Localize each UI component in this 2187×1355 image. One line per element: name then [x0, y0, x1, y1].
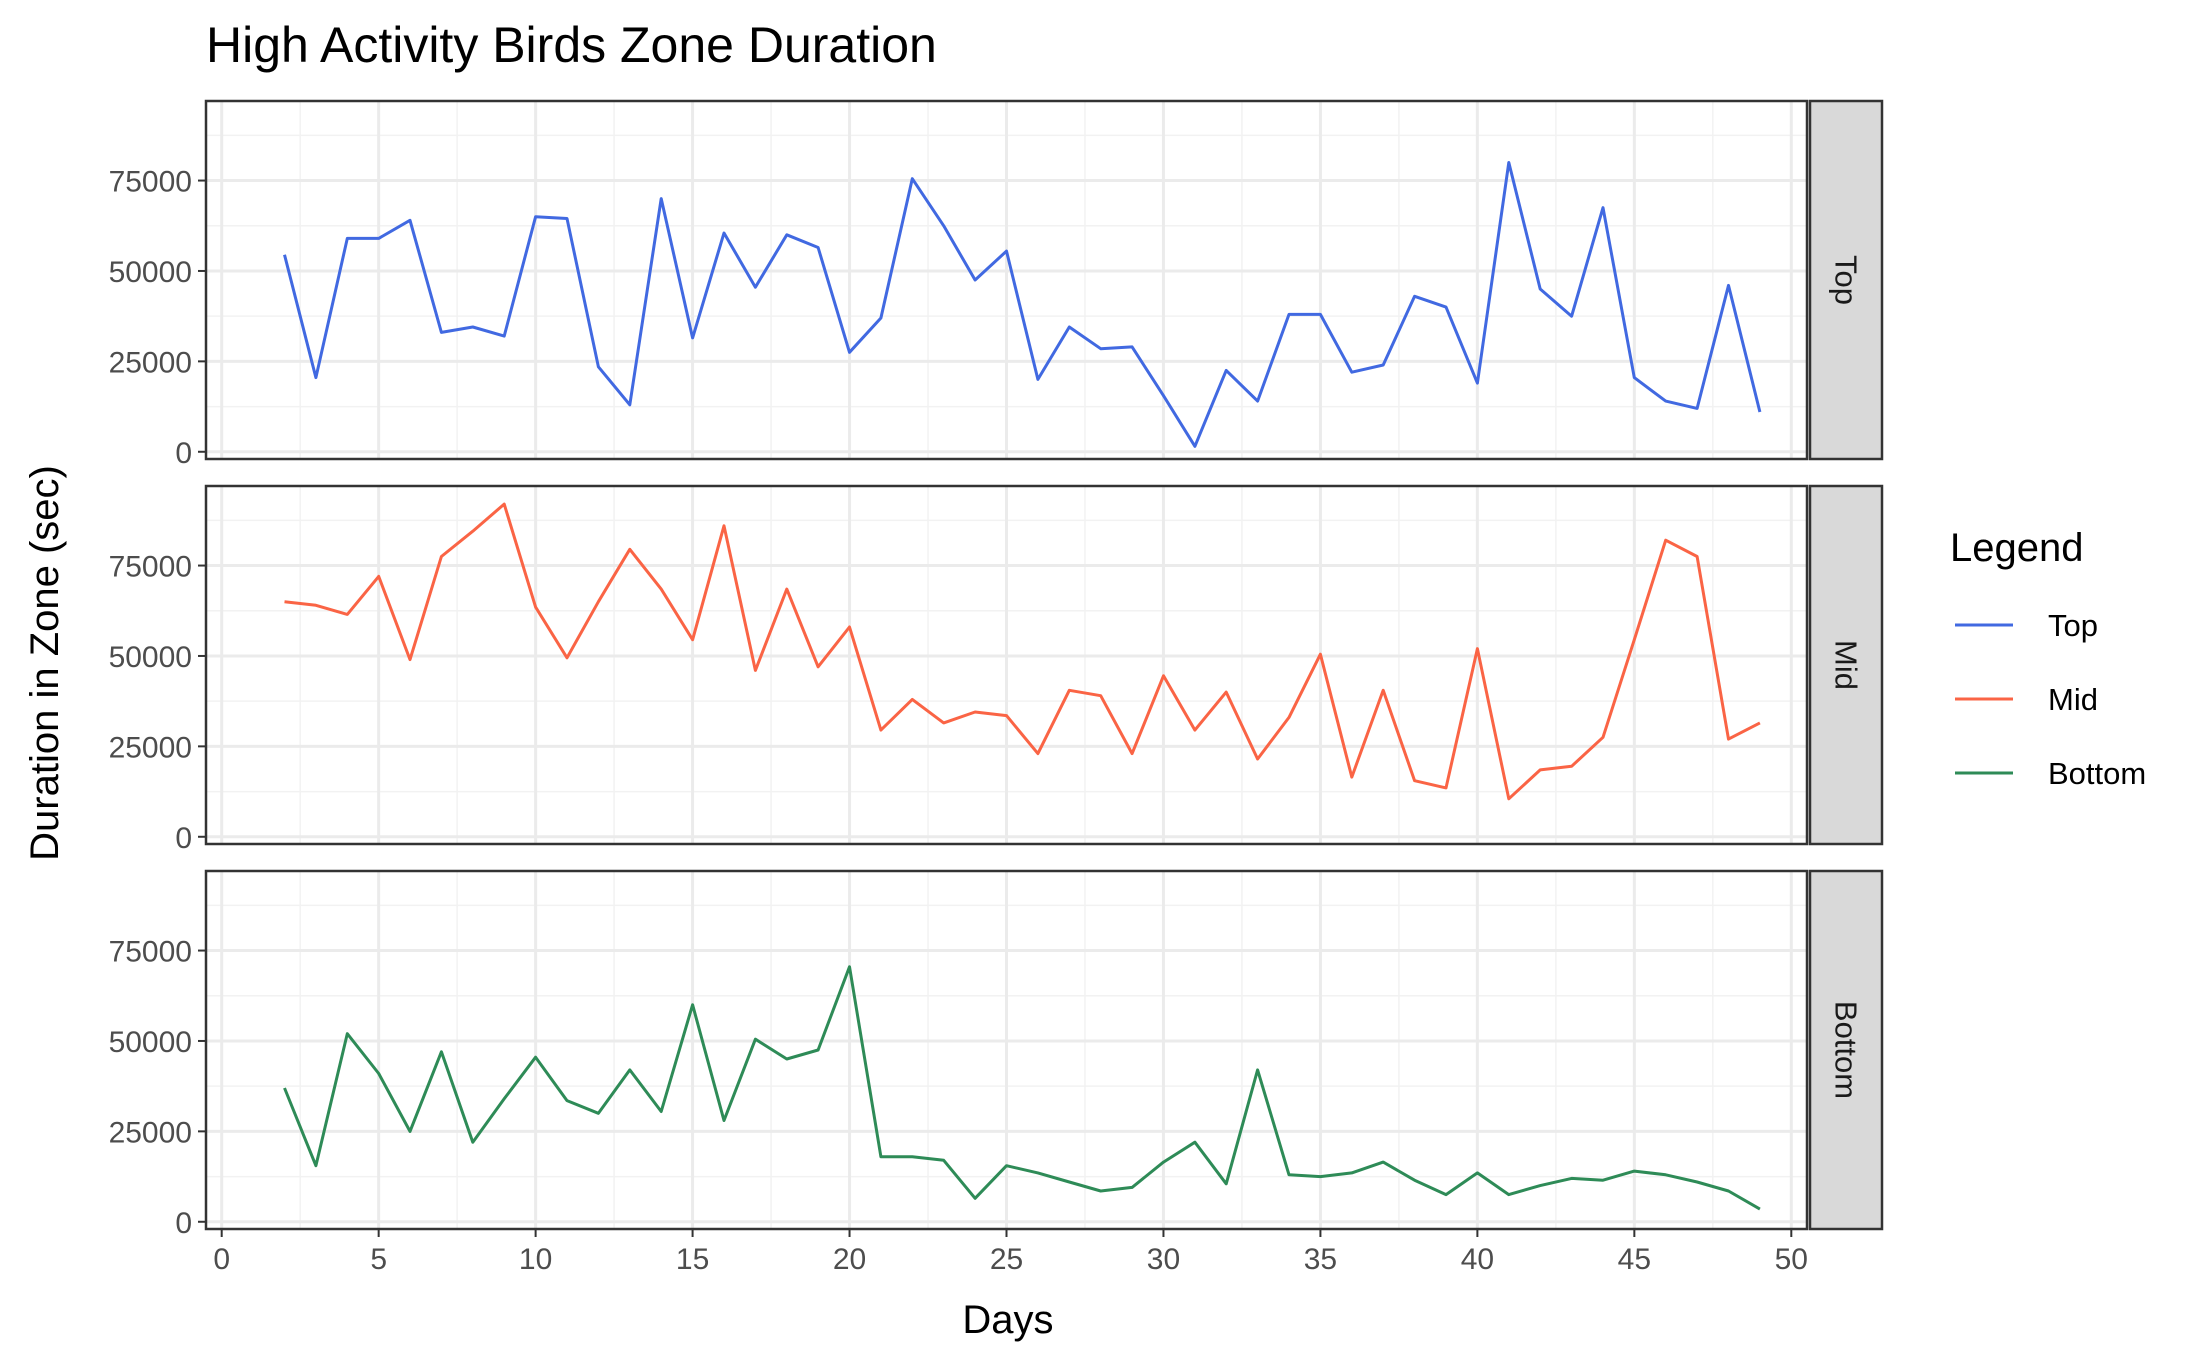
x-tick-label: 25 [990, 1243, 1023, 1276]
legend: Legend Top Mid Bottom [1950, 526, 2146, 791]
legend-label: Bottom [2048, 756, 2146, 791]
y-tick-label: 0 [175, 822, 192, 855]
x-axis: 0 5 10 15 20 25 30 35 40 45 50 [213, 1229, 1808, 1276]
y-axis-title: Duration in Zone (sec) [23, 465, 67, 861]
y-tick-label: 0 [175, 1207, 192, 1240]
y-tick-label: 0 [175, 437, 192, 470]
facet-panel-top: 0 25000 50000 75000 Top [109, 99, 1884, 470]
facet-strip-label: Top [1829, 255, 1864, 305]
x-axis-title: Days [962, 1298, 1053, 1342]
y-tick-label: 75000 [109, 551, 192, 584]
x-tick-label: 50 [1775, 1243, 1808, 1276]
series-line-mid [284, 502, 1761, 801]
facet-panel-mid: 0 25000 50000 75000 Mid [109, 484, 1884, 855]
x-tick-label: 15 [676, 1243, 709, 1276]
facet-strip-label: Mid [1829, 640, 1864, 690]
legend-title: Legend [1950, 526, 2083, 570]
legend-item-mid: Mid [1955, 682, 2098, 717]
legend-item-top: Top [1955, 608, 2098, 643]
y-tick-label: 50000 [109, 1026, 192, 1059]
y-tick-label: 50000 [109, 641, 192, 674]
x-tick-label: 0 [213, 1243, 230, 1276]
facet-strip [1808, 869, 1884, 1231]
y-tick-label: 25000 [109, 346, 192, 379]
x-tick-label: 35 [1304, 1243, 1337, 1276]
facet-panel-bottom: 0 25000 50000 75000 Bottom [109, 869, 1884, 1240]
legend-item-bottom: Bottom [1955, 756, 2146, 791]
chart-title: High Activity Birds Zone Duration [206, 17, 937, 73]
facet-strip-label: Bottom [1829, 1001, 1864, 1099]
series-line-top [283, 161, 1762, 448]
panel-border [204, 99, 1809, 461]
x-tick-label: 20 [833, 1243, 866, 1276]
panel-border [204, 484, 1809, 846]
x-tick-label: 30 [1147, 1243, 1180, 1276]
legend-label: Mid [2048, 682, 2098, 717]
x-tick-label: 45 [1618, 1243, 1651, 1276]
series-line-bottom [283, 965, 1761, 1211]
legend-label: Top [2048, 608, 2098, 643]
y-tick-label: 75000 [109, 936, 192, 969]
x-tick-label: 40 [1461, 1243, 1494, 1276]
y-tick-label: 75000 [109, 166, 192, 199]
y-tick-label: 50000 [109, 256, 192, 289]
facet-strip [1808, 99, 1884, 461]
facet-panels: 0 25000 50000 75000 Top 0 25000 50000 75000 Mid 0 2… [109, 99, 1884, 1240]
x-tick-label: 10 [519, 1243, 552, 1276]
facet-strip [1808, 484, 1884, 846]
x-tick-label: 5 [370, 1243, 387, 1276]
y-tick-label: 25000 [109, 731, 192, 764]
y-tick-label: 25000 [109, 1116, 192, 1149]
